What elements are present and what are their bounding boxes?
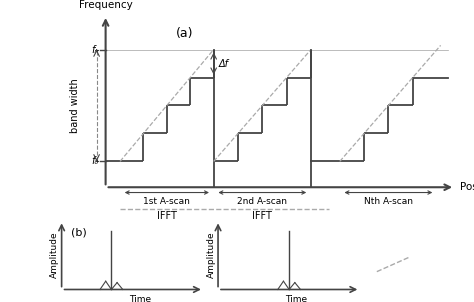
Text: IFFT: IFFT xyxy=(252,211,272,221)
Text: Time: Time xyxy=(285,295,307,302)
Text: f₀: f₀ xyxy=(91,156,99,166)
Text: fₙ: fₙ xyxy=(91,44,99,55)
Text: band width: band width xyxy=(70,78,80,133)
Text: Δf: Δf xyxy=(219,59,229,69)
Text: 1st A-scan: 1st A-scan xyxy=(144,197,190,206)
Text: (b): (b) xyxy=(71,227,87,237)
Text: Nth A-scan: Nth A-scan xyxy=(364,197,413,206)
Text: Position: Position xyxy=(460,182,474,192)
Text: (a): (a) xyxy=(176,27,193,40)
Text: 2nd A-scan: 2nd A-scan xyxy=(237,197,287,206)
Text: Amplitude: Amplitude xyxy=(207,232,215,278)
Text: Frequency: Frequency xyxy=(79,0,132,10)
Text: IFFT: IFFT xyxy=(157,211,177,221)
Text: Amplitude: Amplitude xyxy=(50,232,59,278)
Text: Time: Time xyxy=(129,295,151,302)
